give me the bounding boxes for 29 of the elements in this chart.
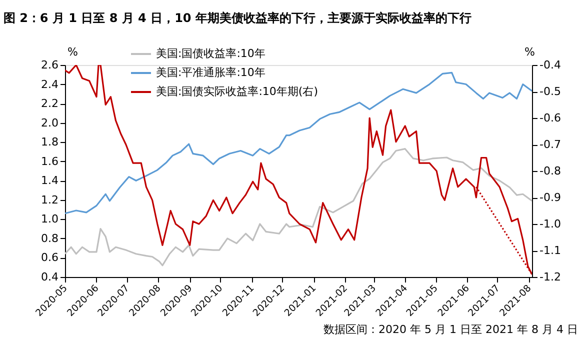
y2-tick-label: -1.1: [540, 244, 561, 257]
chart-title: 图 2：6 月 1 日至 8 月 4 日，10 年期美债收益率的下行，主要源于实际收益率的下行: [3, 11, 472, 25]
y2-tick-label: -0.7: [540, 138, 561, 151]
y2-tick-label: -1.2: [540, 270, 561, 284]
y-tick-label: 0.8: [41, 232, 58, 245]
y2-tick-label: -0.6: [540, 112, 561, 124]
y2-tick-label: -0.9: [540, 191, 561, 204]
y2-tick-label: -0.4: [540, 58, 561, 72]
y2-tick-label: -0.8: [540, 164, 561, 178]
text: 数据区间：2020 年 5 月 1 日至 2021 年 8 月 4 日: [324, 323, 578, 336]
y-tick-label: 1.4: [41, 174, 58, 188]
y-tick-label: 0.6: [41, 251, 58, 264]
legend-label: 美国:平准通胀率:10年: [156, 66, 266, 79]
y-axis-title: %: [68, 46, 78, 58]
y-tick-label: 2.6: [41, 58, 58, 72]
y-tick-label: 1.8: [41, 136, 58, 149]
y-tick-label: 2.4: [41, 78, 58, 91]
line-series: [65, 148, 532, 266]
y2-tick-label: -1.0: [540, 218, 561, 230]
y2-tick-label: -0.5: [540, 85, 561, 98]
y-tick-label: 2.0: [41, 116, 58, 130]
y-tick-label: 2.2: [41, 97, 58, 110]
y-tick-label: 0.4: [41, 270, 58, 284]
legend-label: 美国:国债实际收益率:10年期(右): [156, 85, 318, 98]
y-tick-label: 1.6: [41, 154, 58, 168]
y-tick-label: 1.0: [41, 212, 58, 226]
y2-axis-title: %: [524, 46, 535, 58]
legend-label: 美国:国债收益率:10年: [156, 47, 266, 60]
y-tick-label: 1.2: [41, 193, 58, 206]
